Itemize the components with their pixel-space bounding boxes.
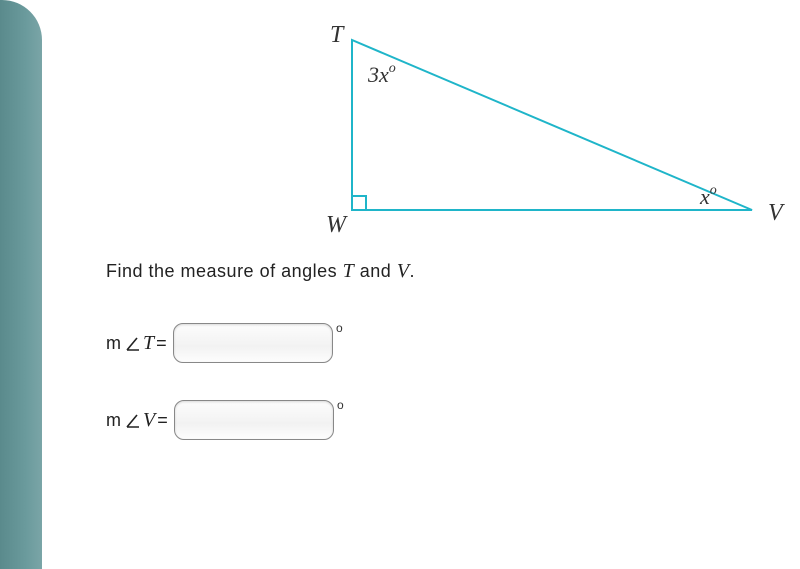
degree-symbol: o (336, 321, 343, 335)
question-mid: and (354, 261, 397, 281)
right-angle-marker (352, 196, 366, 210)
question-text: Find the measure of angles T and V. (106, 260, 415, 283)
angle-label-v: xo (699, 183, 717, 209)
triangle-shape (352, 40, 752, 210)
question-prefix: Find the measure of angles (106, 261, 343, 281)
m-label: m (106, 410, 121, 431)
vertex-label-t: T (330, 22, 345, 48)
triangle-diagram: T W V 3xo xo (272, 20, 792, 250)
angle-icon (125, 413, 139, 427)
question-var-v: V (397, 260, 410, 282)
vertex-label-w: W (326, 212, 348, 238)
input-angle-v[interactable] (174, 400, 334, 440)
label-angle-v: m V = (106, 409, 168, 432)
vertex-label-v: V (768, 200, 785, 226)
equals: = (157, 410, 168, 431)
angle-label-t: 3xo (367, 61, 396, 87)
answer-row-t: m T = o (106, 323, 333, 363)
question-var-t: T (343, 260, 355, 282)
var-t: T (143, 332, 154, 355)
degree-symbol: o (337, 398, 344, 412)
content-area: T W V 3xo xo Find the measure of angles … (42, 0, 800, 569)
side-accent-band (0, 0, 42, 569)
answer-row-v: m V = o (106, 400, 334, 440)
equals: = (156, 333, 167, 354)
label-angle-t: m T = (106, 332, 167, 355)
m-label: m (106, 333, 121, 354)
input-angle-t[interactable] (173, 323, 333, 363)
var-v: V (143, 409, 155, 432)
question-suffix: . (410, 261, 416, 281)
angle-icon (125, 336, 139, 350)
